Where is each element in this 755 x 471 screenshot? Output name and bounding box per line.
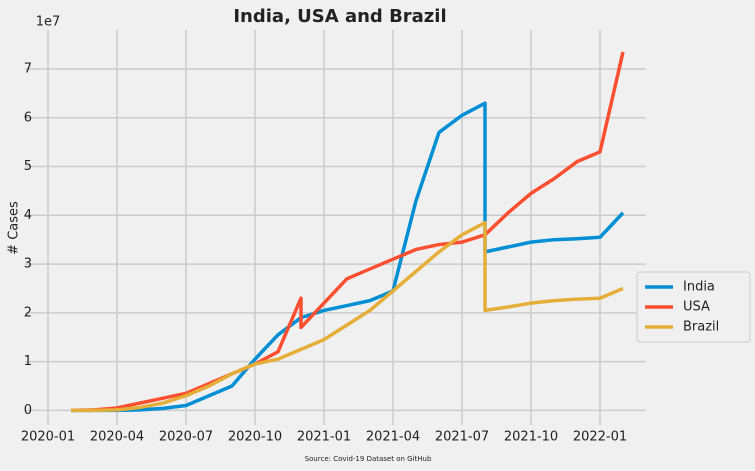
legend-label: India [683,280,715,295]
y-tick-label: 6 [24,110,32,125]
x-tick-label: 2021-04 [366,430,420,445]
y-tick-label: 4 [24,208,32,223]
legend-box [636,271,751,343]
y-tick-label: 1 [24,354,32,369]
x-tick-label: 2020-07 [159,430,213,445]
x-tick-label: 2021-01 [297,430,351,445]
x-tick-label: 2020-01 [21,430,75,445]
legend-label: USA [683,300,710,315]
y-tick-label: 3 [24,257,32,272]
line [70,51,625,413]
x-tick-label: 2020-04 [90,430,144,445]
line [71,101,625,413]
y-tick-label: 0 [24,403,32,418]
line [71,220,624,413]
legend: India USA Brazil [636,271,751,343]
y-axis-label: # Cases [7,201,22,255]
y-offset-label: 1e7 [36,15,61,30]
x-tick-label: 2020-10 [228,430,282,445]
x-tick-label: 2021-10 [504,430,558,445]
y-tick-label: 7 [24,62,32,77]
source-note: Source: Covid-19 Dataset on GitHub [305,455,432,463]
y-tick-label: 2 [24,305,32,320]
chart-title: India, USA and Brazil [233,6,446,27]
x-tick-label: 2022-01 [573,430,627,445]
y-tick-label: 5 [24,159,32,174]
legend-label: Brazil [683,320,719,335]
x-tick-label: 2021-07 [435,430,489,445]
